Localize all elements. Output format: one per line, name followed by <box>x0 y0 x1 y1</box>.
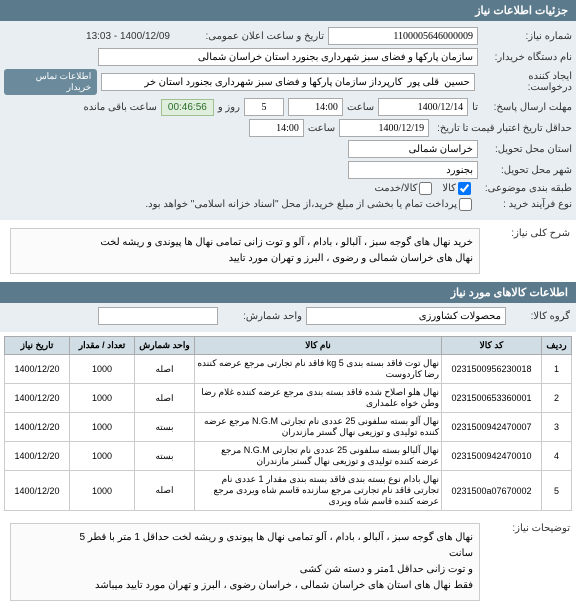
buy-type-checkbox[interactable]: پرداخت تمام یا بخشی از مبلغ خرید،از محل … <box>145 198 472 211</box>
deadline-time-label: ساعت <box>347 102 374 113</box>
timer-value: 00:46:56 <box>161 99 214 116</box>
table-cell: 0231500a07670002 <box>442 471 542 511</box>
table-row: 20231500653360001نهال هلو اصلاح شده فاقد… <box>5 384 572 413</box>
table-cell: نهال آلو بسته سلفونی 25 عددی نام تجارتی … <box>195 413 442 442</box>
deadline-label: مهلت ارسال پاسخ: <box>482 102 572 113</box>
th-name: نام کالا <box>195 337 442 355</box>
group-label: گروه کالا: <box>510 311 570 322</box>
table-cell: 1400/12/20 <box>5 413 70 442</box>
table-row: 30231500942470007نهال آلو بسته سلفونی 25… <box>5 413 572 442</box>
buyer-input[interactable] <box>98 48 478 66</box>
th-unit: واحد شمارش <box>135 337 195 355</box>
table-cell: 2 <box>542 384 572 413</box>
table-cell: 1000 <box>70 355 135 384</box>
table-cell: 1000 <box>70 413 135 442</box>
deadline-date-input[interactable] <box>378 98 468 116</box>
table-cell: 1400/12/20 <box>5 384 70 413</box>
table-cell: 1400/12/20 <box>5 442 70 471</box>
city-label: شهر محل تحویل: <box>482 165 572 176</box>
province-label: استان محل تحویل: <box>482 144 572 155</box>
table-cell: 0231500942470007 <box>442 413 542 442</box>
table-cell: اصله <box>135 355 195 384</box>
table-cell: اصله <box>135 471 195 511</box>
desc-label: شرح کلی نیاز: <box>490 224 570 239</box>
subject-checkbox-goods[interactable]: کالا <box>442 182 471 195</box>
table-cell: 1000 <box>70 471 135 511</box>
buy-type-label: نوع فرآیند خرید : <box>482 199 572 210</box>
table-cell: نهال بادام نوع بسته بندی فاقد بسته بندی … <box>195 471 442 511</box>
notes-text: نهال های گوجه سبز ، آلبالو ، بادام ، آلو… <box>10 523 480 601</box>
table-cell: 1400/12/20 <box>5 471 70 511</box>
table-cell: 5 <box>542 471 572 511</box>
unit-label: واحد شمارش: <box>222 311 302 322</box>
table-cell: 1 <box>542 355 572 384</box>
announce-label: تاریخ و ساعت اعلان عمومی: <box>174 31 324 42</box>
table-cell: 0231500942470010 <box>442 442 542 471</box>
table-header-row: ردیف کد کالا نام کالا واحد شمارش تعداد /… <box>5 337 572 355</box>
contact-buyer-link[interactable]: اطلاعات تماس خریدار <box>4 69 97 95</box>
table-row: 10231500956230018نهال توت فاقد بسته بندی… <box>5 355 572 384</box>
remain-days-label: روز و <box>218 102 240 113</box>
deadline-time-input[interactable] <box>288 98 343 116</box>
table-cell: نهال آلبالو بسته سلفونی 25 عددی نام تجار… <box>195 442 442 471</box>
announce-value: 1400/12/09 - 13:03 <box>86 31 170 42</box>
req-no-label: شماره نیاز: <box>482 31 572 42</box>
subject-cb2-label: کالا/خدمت <box>374 183 417 194</box>
remain-label: ساعت باقی مانده <box>84 102 157 113</box>
city-input[interactable] <box>348 161 478 179</box>
th-qty: تعداد / مقدار <box>70 337 135 355</box>
subject-cb2-input[interactable] <box>419 182 432 195</box>
table-cell: نهال هلو اصلاح شده فاقد بسته بندی مرجع ع… <box>195 384 442 413</box>
table-cell: 3 <box>542 413 572 442</box>
notes-label: توضیحات نیاز: <box>490 519 570 534</box>
th-code: کد کالا <box>442 337 542 355</box>
creator-label: ایجاد کننده درخواست: <box>479 71 572 93</box>
validity-time-label: ساعت <box>308 123 335 134</box>
table-cell: 0231500653360001 <box>442 384 542 413</box>
subject-label: طبقه بندی موضوعی: <box>481 183 572 194</box>
table-cell: 0231500956230018 <box>442 355 542 384</box>
subject-cb1-input[interactable] <box>458 182 471 195</box>
goods-table-wrap: ردیف کد کالا نام کالا واحد شمارش تعداد /… <box>4 336 572 511</box>
table-cell: 1400/12/20 <box>5 355 70 384</box>
section-header-main: جزئیات اطلاعات نیاز <box>0 0 576 21</box>
table-cell: اصله <box>135 384 195 413</box>
section-header-goods: اطلاعات کالاهای مورد نیاز <box>0 282 576 303</box>
province-input[interactable] <box>348 140 478 158</box>
table-row: 40231500942470010نهال آلبالو بسته سلفونی… <box>5 442 572 471</box>
table-row: 50231500a07670002نهال بادام نوع بسته بند… <box>5 471 572 511</box>
group-input[interactable] <box>306 307 506 325</box>
buy-cb-input[interactable] <box>459 198 472 211</box>
buyer-label: نام دستگاه خریدار: <box>482 52 572 63</box>
subject-cb1-label: کالا <box>442 183 456 194</box>
creator-input[interactable] <box>101 73 475 91</box>
table-cell: نهال توت فاقد بسته بندی 5 kg فاقد نام تج… <box>195 355 442 384</box>
goods-table: ردیف کد کالا نام کالا واحد شمارش تعداد /… <box>4 336 572 511</box>
validity-time-input[interactable] <box>249 119 304 137</box>
table-cell: 4 <box>542 442 572 471</box>
buy-note-label: پرداخت تمام یا بخشی از مبلغ خرید،از محل … <box>145 199 457 210</box>
table-cell: بسته <box>135 442 195 471</box>
deadline-tolabel: تا <box>472 102 478 113</box>
req-no-input[interactable] <box>328 27 478 45</box>
unit-input[interactable] <box>98 307 218 325</box>
remain-days-input[interactable] <box>244 98 284 116</box>
validity-label: حداقل تاریخ اعتبار قیمت تا تاریخ: <box>433 123 572 134</box>
th-row: ردیف <box>542 337 572 355</box>
table-cell: 1000 <box>70 384 135 413</box>
subject-checkbox-service[interactable]: کالا/خدمت <box>374 182 432 195</box>
form-area: شماره نیاز: تاریخ و ساعت اعلان عمومی: 14… <box>0 21 576 220</box>
table-cell: 1000 <box>70 442 135 471</box>
table-cell: بسته <box>135 413 195 442</box>
th-date: تاریخ نیاز <box>5 337 70 355</box>
desc-text: خرید نهال های گوجه سبز ، آلبالو ، بادام … <box>10 228 480 274</box>
validity-date-input[interactable] <box>339 119 429 137</box>
